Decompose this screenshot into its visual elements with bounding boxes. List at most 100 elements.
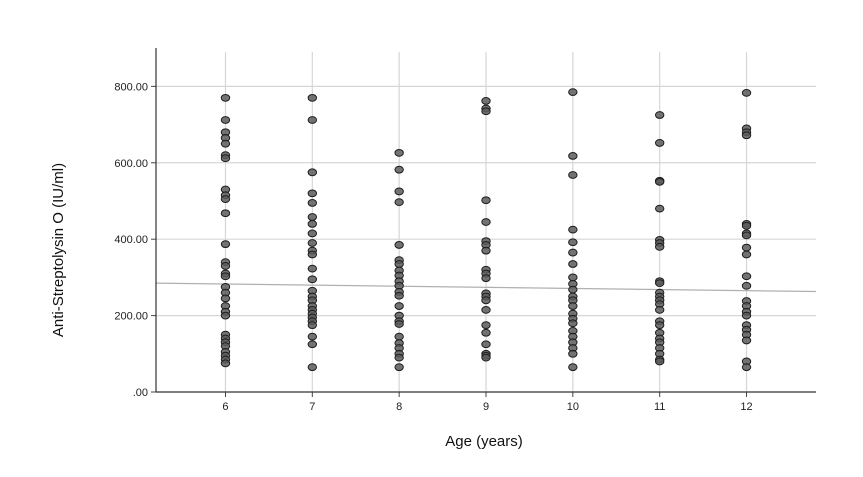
- data-point: [220, 154, 231, 163]
- x-tick-label: 8: [396, 401, 402, 413]
- data-point: [307, 264, 318, 273]
- data-point: [568, 273, 578, 282]
- data-point: [307, 198, 318, 207]
- data-point: [307, 189, 318, 198]
- data-point: [568, 248, 578, 257]
- data-point: [394, 198, 404, 207]
- data-point: [394, 363, 404, 372]
- data-point: [307, 321, 318, 330]
- data-point: [220, 262, 231, 270]
- data-point: [394, 353, 404, 362]
- data-point: [568, 363, 578, 372]
- data-point: [307, 220, 318, 228]
- data-point: [394, 187, 404, 196]
- data-point: [481, 246, 491, 255]
- data-point: [220, 272, 231, 281]
- data-point: [741, 311, 752, 320]
- y-tick-label: 600.00: [114, 158, 148, 170]
- data-point: [307, 229, 318, 238]
- data-point: [307, 275, 318, 284]
- y-axis-title: Anti-Streptolysin O (IU/ml): [50, 163, 67, 337]
- data-point: [741, 221, 752, 230]
- data-point: [741, 243, 752, 252]
- data-point: [394, 260, 404, 268]
- data-point: [654, 177, 665, 186]
- fit-line-layer: [155, 282, 817, 293]
- data-point: [307, 213, 318, 221]
- y-tick-label: 800.00: [114, 81, 148, 93]
- data-point: [741, 250, 752, 259]
- data-point: [568, 225, 578, 234]
- data-point: [568, 285, 578, 294]
- fit-line: [155, 282, 817, 293]
- data-point: [220, 139, 231, 148]
- data-point: [307, 340, 318, 349]
- data-point: [568, 302, 578, 310]
- data-point: [481, 305, 491, 314]
- data-point: [307, 332, 318, 341]
- data-point: [394, 165, 404, 174]
- data-point: [220, 209, 231, 218]
- data-point: [394, 241, 404, 249]
- data-point: [568, 152, 578, 160]
- data-point: [220, 311, 231, 320]
- data-point: [568, 171, 578, 179]
- x-tick-label: 11: [654, 401, 665, 413]
- data-point: [741, 131, 752, 140]
- data-point: [654, 242, 665, 251]
- data-point: [481, 321, 491, 330]
- data-point: [654, 321, 665, 330]
- data-point: [568, 88, 578, 97]
- data-point: [481, 328, 491, 337]
- data-point: [307, 239, 318, 247]
- data-point: [481, 196, 491, 205]
- data-point: [654, 204, 665, 213]
- data-point: [741, 272, 752, 281]
- data-point: [654, 305, 665, 314]
- data-point: [394, 320, 404, 328]
- data-point: [741, 281, 752, 290]
- x-tick-label: 6: [222, 401, 228, 413]
- data-point: [394, 302, 404, 310]
- data-point: [307, 168, 318, 177]
- y-tick-label: 200.00: [114, 311, 148, 323]
- data-points: [220, 88, 752, 372]
- data-point: [307, 363, 318, 372]
- data-point: [568, 238, 578, 247]
- data-point: [394, 332, 404, 341]
- data-point: [741, 336, 752, 345]
- data-point: [481, 340, 491, 349]
- data-point: [568, 349, 578, 358]
- y-tick-label: .00: [133, 387, 148, 399]
- data-point: [220, 294, 231, 303]
- axes: [151, 48, 816, 397]
- data-point: [307, 250, 318, 259]
- data-point: [481, 96, 491, 105]
- x-tick-label: 9: [483, 401, 489, 413]
- data-point: [481, 353, 491, 362]
- data-point: [654, 357, 665, 366]
- data-point: [481, 218, 491, 226]
- data-point: [568, 319, 578, 328]
- x-tick-label: 7: [309, 401, 315, 413]
- data-point: [220, 93, 231, 102]
- data-point: [220, 116, 231, 124]
- data-point: [481, 274, 491, 283]
- data-point: [654, 111, 665, 119]
- data-point: [481, 296, 491, 305]
- data-point: [654, 279, 665, 288]
- tick-labels: .00 200.00 400.00 600.00 800.00 6 7 8 9 10 11 12: [114, 81, 752, 413]
- data-point: [220, 195, 231, 203]
- data-point: [307, 116, 318, 124]
- data-point: [741, 231, 752, 240]
- data-point: [394, 148, 404, 157]
- x-axis-title: Age (years): [445, 433, 523, 450]
- data-point: [568, 260, 578, 268]
- x-tick-label: 12: [740, 401, 752, 413]
- y-tick-label: 400.00: [114, 234, 148, 246]
- data-point: [394, 291, 404, 300]
- data-point: [741, 363, 752, 372]
- data-point: [307, 93, 318, 102]
